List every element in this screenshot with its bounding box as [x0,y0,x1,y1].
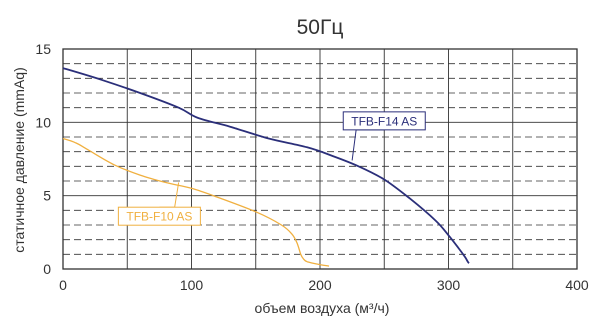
callout-layer: TFB-F14 AS TFB-F10 AS [117,111,426,226]
y-axis: 0 5 10 15 [35,41,51,277]
callout-box [342,111,426,131]
y-tick-label: 0 [43,261,51,277]
series-callout: TFB-F10 AS [117,182,201,226]
callout-label: TFB-F10 AS [126,210,192,224]
x-tick-label: 400 [565,277,589,293]
series-layer [62,67,470,267]
x-tick-label: 300 [437,277,461,293]
y-tick-label: 10 [35,114,51,130]
series-line-2 [62,137,330,267]
callout-label: TFB-F14 AS [351,114,417,128]
callout-leader [351,129,385,161]
series-callout: TFB-F14 AS [342,111,426,161]
callout-box [117,206,201,226]
y-tick-label: 5 [43,188,51,204]
y-axis-label: статичное давление (mmAq) [11,67,27,252]
plot-frame [62,48,578,270]
x-tick-label: 0 [59,277,67,293]
x-tick-label: 100 [180,277,204,293]
callout-leader [159,182,180,208]
x-axis-label: объем воздуха (м³/ч) [255,300,390,316]
y-tick-label: 15 [35,41,51,57]
chart-grid [63,49,577,269]
x-axis: 0 100 200 300 400 [59,277,589,293]
series-line-1 [62,67,470,264]
x-tick-label: 200 [308,277,332,293]
chart-title: 50Гц [297,16,344,39]
